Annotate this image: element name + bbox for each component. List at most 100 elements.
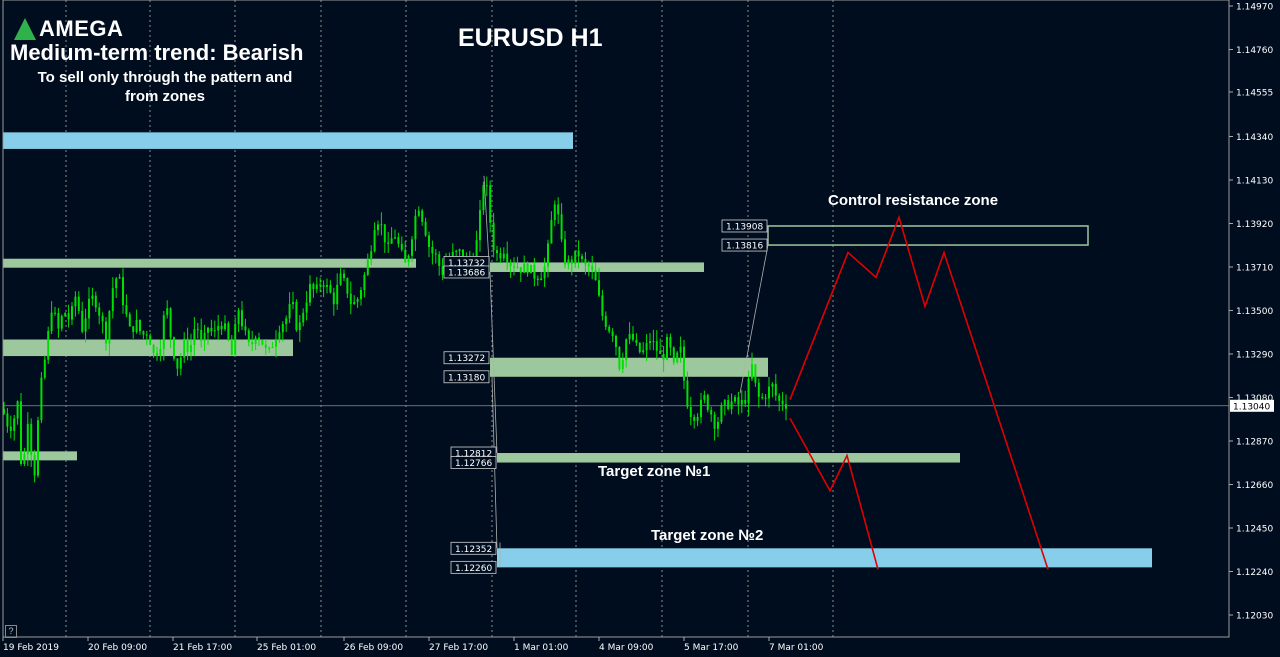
plot-border (2, 0, 1230, 638)
current-price-label: 1.13040 (1233, 402, 1270, 412)
candle-body (298, 322, 301, 331)
trade-note-line-1: To sell only through the pattern and (37, 69, 293, 86)
candle-body (676, 352, 679, 363)
candle-body (57, 312, 60, 329)
candle-body (519, 267, 522, 273)
price-label-box (443, 265, 490, 279)
candle-body (516, 267, 519, 269)
candle-body (162, 315, 165, 349)
connector-line (483, 175, 490, 263)
candle-body (312, 284, 315, 290)
x-tick-label: 5 Mar 17:00 (684, 643, 739, 653)
candle-body (101, 315, 104, 322)
price-label: 1.12260 (455, 564, 492, 574)
candle-body (193, 329, 196, 346)
candle-body (543, 266, 546, 279)
x-tick-label: 7 Mar 01:00 (769, 643, 824, 653)
candle-body (122, 277, 124, 306)
candle-body (60, 316, 63, 329)
candle-body (356, 299, 359, 302)
candle-body (411, 239, 413, 256)
candle-body (700, 399, 702, 418)
candle-body (166, 308, 169, 316)
candle-body (604, 315, 607, 327)
candle-body (645, 342, 648, 351)
candle-body (397, 237, 400, 244)
candle-body (30, 423, 33, 456)
price-label: 1.12812 (455, 450, 492, 460)
candle-body (179, 357, 182, 369)
connector-line (739, 244, 769, 394)
logo-triangle-icon (14, 18, 36, 40)
y-tick-label: 1.14130 (1236, 177, 1273, 187)
candle-body (744, 400, 747, 404)
candle-body (74, 296, 77, 307)
candle-body (349, 293, 352, 305)
candle-body (530, 264, 532, 274)
help-icon[interactable]: ? (5, 625, 17, 638)
brand-logo: AMEGA (14, 16, 123, 42)
candle-body (213, 330, 216, 332)
candle-body (81, 310, 84, 332)
candle-body (723, 400, 726, 406)
candle-body (302, 312, 305, 323)
candle-body (343, 273, 345, 279)
candle-body (139, 320, 141, 332)
candle-body (598, 280, 600, 296)
candle-body (292, 301, 294, 305)
forecast-down-path (789, 417, 879, 570)
candle-body (390, 238, 393, 244)
candle-body (47, 331, 50, 360)
candle-body (309, 284, 311, 303)
candle-body (496, 250, 498, 254)
zone-connectors (483, 175, 769, 568)
candle-body (88, 298, 90, 319)
candle-body (462, 249, 464, 259)
candle-body (23, 453, 26, 464)
candle-body (322, 285, 325, 287)
candle-body (404, 249, 407, 263)
candle-body (591, 266, 594, 270)
target-zone-1 (497, 453, 960, 463)
trend-headline: Medium-term trend: Bearish (10, 40, 304, 65)
candle-body (353, 301, 356, 305)
candle-body (642, 350, 645, 353)
candle-body (271, 346, 274, 348)
candle-body (132, 326, 135, 332)
price-label: 1.13908 (726, 222, 763, 232)
candle-body (734, 397, 736, 402)
candle-body (564, 239, 566, 265)
candle-body (77, 296, 80, 311)
candle-body (71, 306, 73, 320)
candle-body (281, 324, 284, 333)
y-tick-label: 1.12870 (1236, 438, 1273, 448)
candle-body (261, 339, 264, 345)
y-tick-label: 1.14970 (1236, 3, 1273, 13)
target-zone-1-label: Target zone №1 (598, 463, 711, 480)
candle-body (737, 397, 740, 405)
price-label-box (443, 370, 490, 384)
candle-body (720, 405, 723, 423)
y-tick-label: 1.14555 (1236, 88, 1273, 98)
price-label: 1.12352 (455, 545, 492, 555)
candle-body (295, 301, 298, 331)
candle-body (581, 256, 583, 259)
candle-body (506, 253, 509, 263)
candle-body (632, 334, 634, 340)
upper-blue-zone (3, 132, 573, 149)
candle-body (547, 243, 549, 267)
candle-body (360, 290, 362, 300)
candle-body (387, 242, 390, 244)
candle-body (268, 347, 271, 349)
candle-body (502, 253, 505, 259)
candle-body (366, 259, 369, 275)
candle-body (689, 406, 692, 417)
candle-body (227, 323, 230, 339)
candle-body (679, 346, 682, 353)
candle-body (84, 318, 87, 332)
candle-body (730, 401, 733, 410)
candle-body (414, 215, 417, 240)
candle-body (587, 264, 590, 267)
candle-body (176, 358, 179, 369)
